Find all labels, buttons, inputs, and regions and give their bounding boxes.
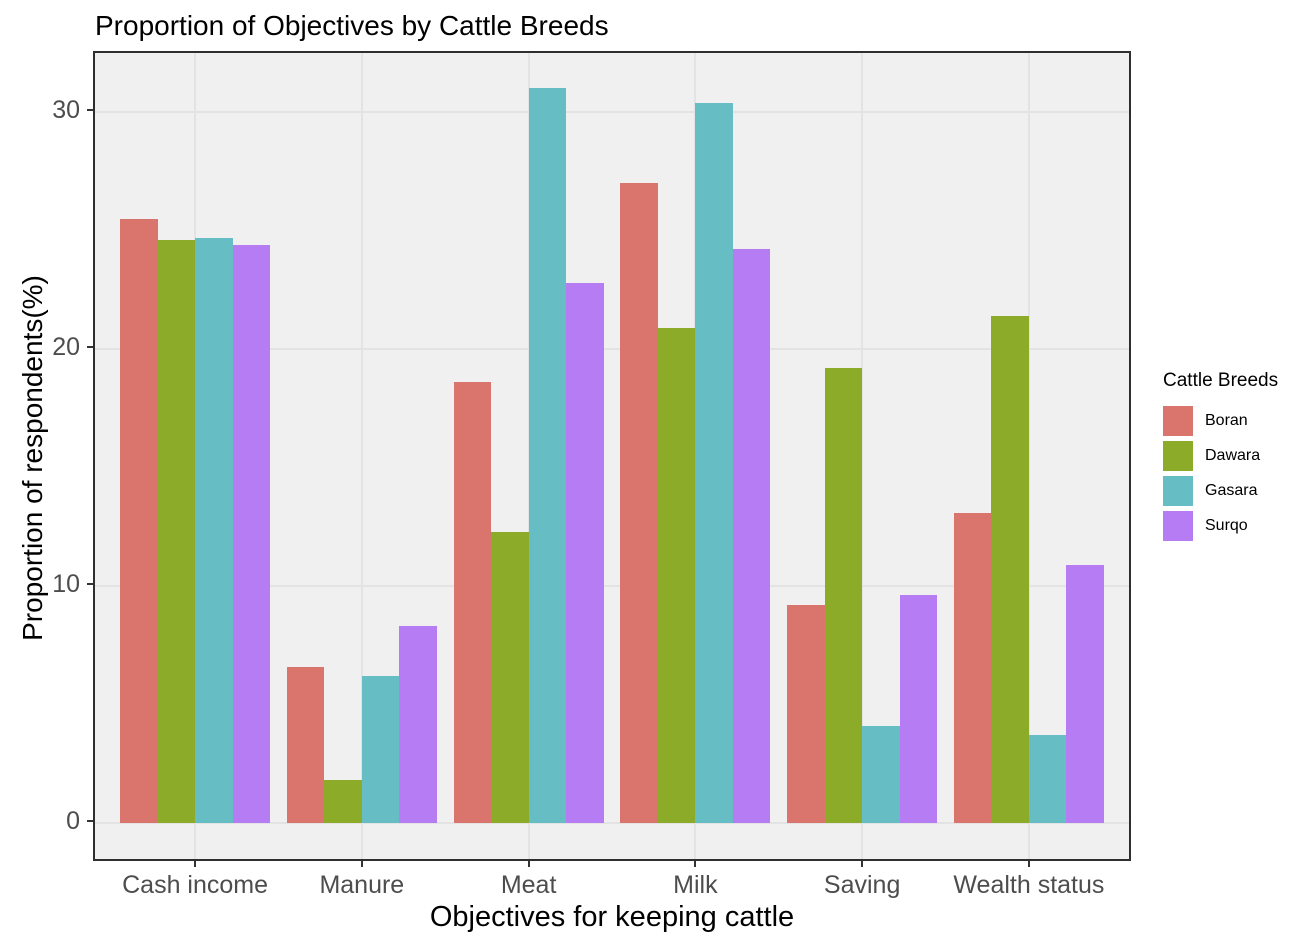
bar-boran-saving bbox=[787, 604, 825, 823]
bar-surqo-saving bbox=[899, 595, 938, 823]
legend-swatch-surqo bbox=[1163, 511, 1193, 541]
x-tick-mark bbox=[360, 861, 363, 867]
bar-gasara-wealth-status bbox=[1028, 735, 1067, 823]
bar-boran-cash-income bbox=[120, 218, 158, 823]
x-category-label: Wealth status bbox=[953, 871, 1105, 899]
bar-dawara-cash-income bbox=[157, 239, 196, 823]
bar-dawara-meat bbox=[491, 531, 529, 823]
bar-surqo-meat bbox=[566, 282, 604, 823]
y-tick-mark bbox=[87, 109, 93, 111]
legend-label-surqo: Surqo bbox=[1205, 517, 1248, 534]
x-category-label: Saving bbox=[823, 871, 901, 899]
bar-gasara-manure bbox=[361, 676, 400, 823]
x-axis-title: Objectives for keeping cattle bbox=[429, 901, 795, 933]
bar-surqo-wealth-status bbox=[1066, 564, 1104, 823]
bar-dawara-manure bbox=[324, 780, 362, 823]
legend-label-boran: Boran bbox=[1205, 412, 1248, 429]
gridline-x-5 bbox=[861, 53, 864, 859]
x-tick-mark bbox=[861, 861, 864, 867]
legend: Cattle Breeds Boran Dawara Gasara Surqo bbox=[1163, 370, 1278, 546]
legend-swatch-gasara bbox=[1163, 476, 1193, 506]
legend-item-boran: Boran bbox=[1163, 406, 1278, 436]
legend-items: Boran Dawara Gasara Surqo bbox=[1163, 406, 1278, 541]
bar-dawara-wealth-status bbox=[991, 315, 1029, 823]
legend-label-dawara: Dawara bbox=[1205, 447, 1261, 464]
legend-item-surqo: Surqo bbox=[1163, 511, 1278, 541]
gridline-y-0 bbox=[95, 822, 1129, 824]
x-category-label: Meat bbox=[500, 871, 557, 899]
legend-swatch-boran bbox=[1163, 406, 1193, 436]
gridline-y-30 bbox=[95, 111, 1129, 113]
y-tick-label: 0 bbox=[66, 807, 80, 835]
bar-surqo-milk bbox=[732, 249, 771, 823]
bar-boran-manure bbox=[286, 666, 325, 823]
gridline-y-20 bbox=[95, 348, 1129, 350]
bar-boran-wealth-status bbox=[953, 512, 992, 823]
bar-gasara-saving bbox=[862, 725, 900, 823]
bar-dawara-saving bbox=[824, 367, 863, 823]
bar-gasara-milk bbox=[695, 102, 733, 823]
legend-item-dawara: Dawara bbox=[1163, 441, 1278, 471]
bar-gasara-meat bbox=[528, 88, 567, 823]
bar-gasara-cash-income bbox=[195, 237, 233, 823]
y-tick-mark bbox=[87, 346, 93, 348]
x-category-label: Cash income bbox=[122, 871, 269, 899]
y-tick-mark bbox=[87, 820, 93, 822]
bar-boran-milk bbox=[620, 183, 658, 823]
x-tick-mark bbox=[194, 861, 197, 867]
y-tick-label: 30 bbox=[52, 96, 80, 124]
x-category-label: Manure bbox=[319, 871, 405, 899]
bar-surqo-manure bbox=[399, 626, 437, 823]
y-tick-label: 10 bbox=[52, 570, 80, 598]
y-tick-label: 20 bbox=[52, 333, 80, 361]
legend-label-gasara: Gasara bbox=[1205, 482, 1258, 499]
gridline-y-10 bbox=[95, 585, 1129, 587]
legend-swatch-dawara bbox=[1163, 441, 1193, 471]
gridline-x-2 bbox=[360, 53, 363, 859]
chart-title: Proportion of Objectives by Cattle Breed… bbox=[95, 10, 609, 41]
bar-surqo-cash-income bbox=[232, 244, 271, 823]
x-tick-mark bbox=[1027, 861, 1030, 867]
bar-dawara-milk bbox=[657, 327, 696, 823]
gridline-x-6 bbox=[1027, 53, 1030, 859]
plot-panel bbox=[93, 51, 1131, 861]
x-tick-mark bbox=[694, 861, 697, 867]
legend-item-gasara: Gasara bbox=[1163, 476, 1278, 506]
legend-title: Cattle Breeds bbox=[1163, 370, 1279, 391]
y-tick-mark bbox=[87, 583, 93, 585]
bar-boran-meat bbox=[453, 382, 492, 823]
x-tick-mark bbox=[527, 861, 530, 867]
x-category-label: Milk bbox=[673, 871, 718, 899]
